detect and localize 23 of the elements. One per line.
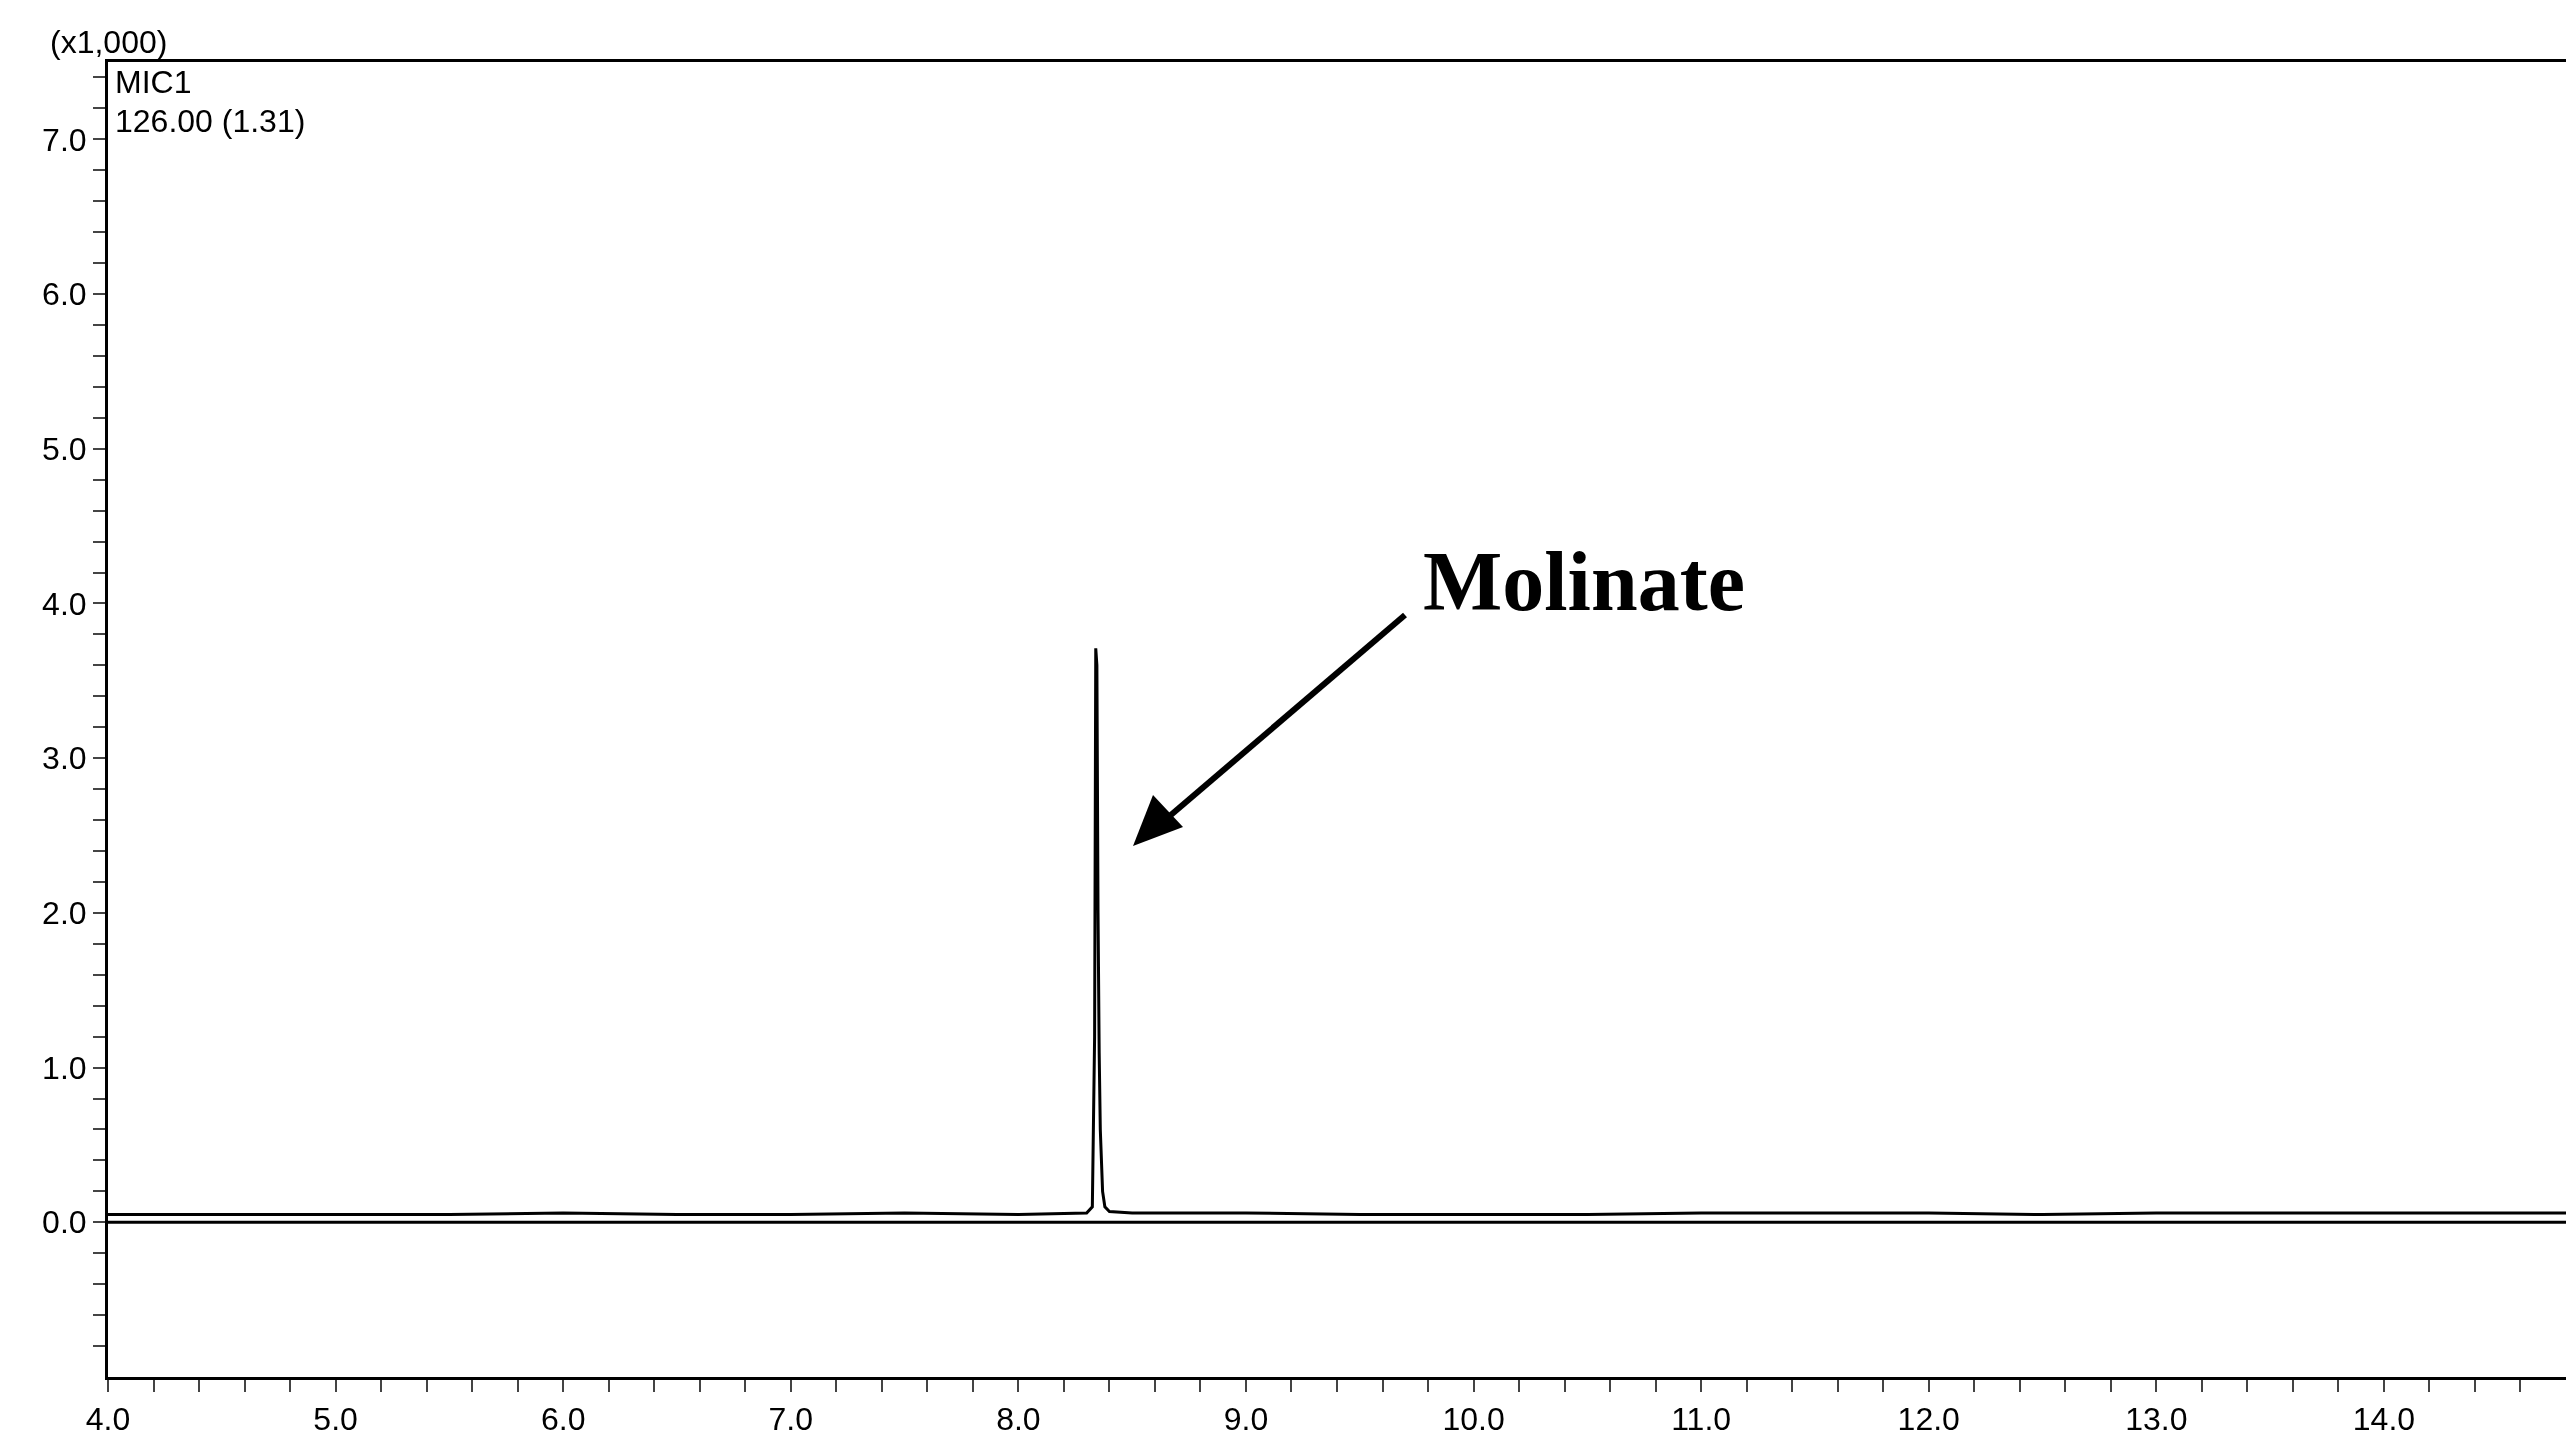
x-tick-label: 7.0 (768, 1401, 814, 1438)
x-tick-label: 13.0 (2125, 1401, 2188, 1438)
y-tick-label: 6.0 (42, 276, 87, 313)
annotation: Molinate (1423, 535, 1745, 628)
annotation: 126.00 (1.31) (115, 103, 306, 139)
x-tick-label: 11.0 (1671, 1401, 1732, 1438)
x-tick-label: 14.0 (2352, 1401, 2416, 1438)
y-tick-label: 0.0 (42, 1204, 87, 1241)
x-tick-label: 4.0 (85, 1401, 131, 1438)
x-tick-label: 5.0 (313, 1401, 358, 1438)
y-tick-label: 4.0 (42, 585, 87, 622)
x-tick-label: 6.0 (540, 1401, 586, 1438)
x-tick-label: 9.0 (1223, 1401, 1269, 1438)
x-tick-label: 8.0 (996, 1401, 1041, 1438)
annotation: MIC1 (115, 64, 192, 100)
y-tick-label: 5.0 (42, 430, 87, 467)
y-tick-label: 2.0 (42, 895, 87, 932)
y-tick-label: 3.0 (42, 740, 87, 777)
x-tick-label: 10.0 (1442, 1401, 1505, 1438)
y-axis-title: (x1,000) (50, 24, 168, 60)
y-tick-label: 7.0 (42, 121, 87, 158)
y-tick-label: 1.0 (42, 1049, 87, 1086)
x-tick-label: 12.0 (1897, 1401, 1960, 1438)
